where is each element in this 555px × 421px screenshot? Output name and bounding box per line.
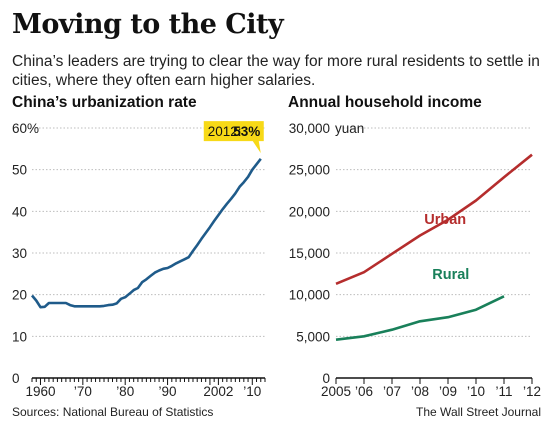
callout-box [203, 121, 264, 154]
y-tick-label: 50 [12, 163, 27, 178]
x-tick-label: 2002 [203, 384, 233, 399]
y-tick-label: 0 [322, 371, 330, 386]
y-tick-label: 20,000 [289, 204, 330, 219]
x-tick-label: ’90 [159, 384, 177, 399]
callout-year-label: 2012: [208, 124, 242, 139]
y-tick-label: 25,000 [289, 163, 330, 178]
x-tick-label: ’08 [411, 384, 429, 399]
x-tick-label: ’12 [523, 384, 541, 399]
y-tick-label: 15,000 [289, 246, 330, 261]
urbanization-line [31, 157, 262, 309]
credit-note: The Wall Street Journal [416, 405, 541, 419]
x-tick-label: ’09 [439, 384, 457, 399]
x-tick-label: ’70 [74, 384, 92, 399]
page-title: Moving to the City [12, 9, 284, 40]
rural-income-line [335, 295, 505, 341]
callout-value-label: 53% [233, 124, 260, 139]
y-tick-label: 30 [12, 246, 27, 261]
urbanization-chart-title: China’s urbanization rate [12, 94, 197, 111]
x-tick-label: ’10 [467, 384, 485, 399]
x-tick-label: ’11 [495, 384, 512, 399]
urban-series-label: Urban [424, 212, 466, 228]
source-note: Sources: National Bureau of Statistics [12, 405, 214, 419]
rural-series-label: Rural [432, 267, 469, 283]
y-tick-label: 20 [12, 288, 27, 303]
y-tick-label: 60% [12, 121, 39, 136]
y-tick-label: 10,000 [289, 288, 330, 303]
y-tick-label: 10 [12, 329, 27, 344]
y-tick-label: 30,000 [289, 121, 330, 136]
subtitle: China’s leaders are trying to clear the … [12, 53, 540, 89]
x-tick-label: ’80 [116, 384, 134, 399]
y-unit-label: yuan [335, 121, 364, 136]
x-tick-label: ’06 [355, 384, 373, 399]
x-tick-label: ’10 [243, 384, 261, 399]
y-tick-label: 0 [12, 371, 20, 386]
y-tick-label: 5,000 [296, 329, 330, 344]
x-tick-label: ’07 [383, 384, 401, 399]
y-tick-label: 40 [12, 204, 27, 219]
income-chart-title: Annual household income [288, 94, 482, 111]
urban-income-line [335, 153, 533, 286]
x-tick-label: 1960 [25, 384, 55, 399]
x-tick-label: 2005 [321, 384, 351, 399]
